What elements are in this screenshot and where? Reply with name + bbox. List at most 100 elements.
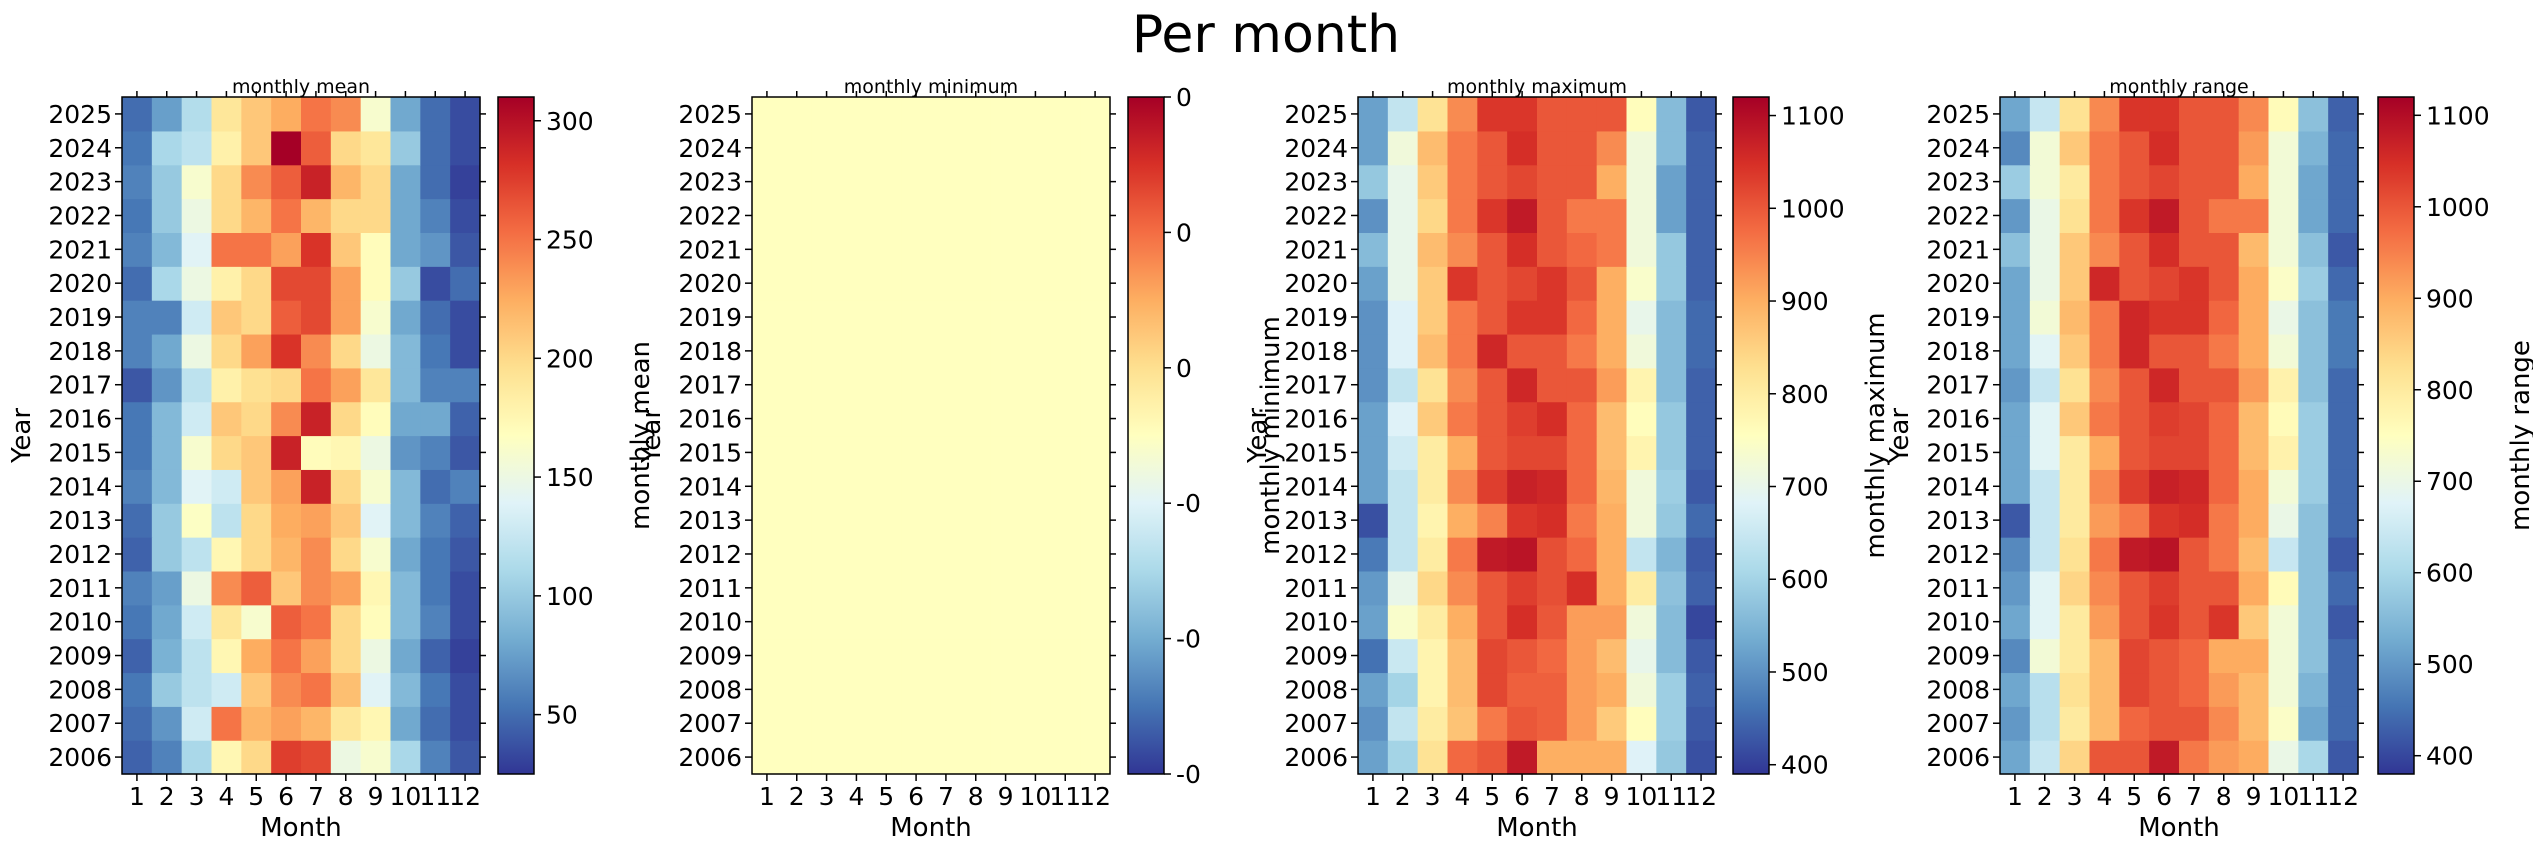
heatmap-cell <box>2328 198 2359 233</box>
heatmap-cell <box>2208 638 2240 674</box>
heatmap-cell <box>122 638 153 674</box>
colorbar-tick-label: 0 <box>1176 218 1192 247</box>
heatmap-cell <box>1656 672 1687 707</box>
heatmap-cell <box>390 706 421 741</box>
heatmap-cell <box>2179 503 2210 538</box>
heatmap-cell <box>1566 333 1598 369</box>
heatmap-cell <box>2000 706 2031 741</box>
heatmap-cell <box>811 198 843 233</box>
heatmap-cell <box>420 706 451 741</box>
heatmap-cell <box>2298 570 2329 606</box>
heatmap-cell <box>1477 740 1508 775</box>
heatmap-cell <box>2238 97 2270 132</box>
heatmap-cell <box>901 570 932 606</box>
heatmap-cell <box>2149 570 2180 606</box>
y-tick-label: 2022 <box>1284 201 1348 230</box>
heatmap-cell <box>2089 232 2120 267</box>
heatmap-cell <box>122 706 153 741</box>
colorbar-tick-label: 600 <box>2426 559 2474 588</box>
heatmap-cell <box>420 266 451 301</box>
y-tick-label: 2012 <box>1926 540 1990 569</box>
heatmap-cell <box>1387 435 1419 470</box>
heatmap-cell <box>960 333 992 369</box>
x-tick-label: 7 <box>938 782 954 811</box>
heatmap-cell <box>1626 367 1657 403</box>
heatmap-cell <box>2179 570 2210 606</box>
heatmap-cell <box>360 604 392 640</box>
heatmap-cell <box>2179 164 2210 200</box>
heatmap-frame <box>751 96 1111 775</box>
heatmap-cell <box>301 367 332 403</box>
heatmap-cell <box>181 503 213 538</box>
heatmap-cell <box>1507 198 1538 233</box>
heatmap-cell <box>1537 537 1568 572</box>
heatmap-cell <box>2208 503 2240 538</box>
y-tick-label: 2016 <box>678 405 742 434</box>
heatmap-cell <box>1050 367 1081 403</box>
heatmap-cell <box>1447 401 1478 437</box>
heatmap-cell <box>1596 570 1628 606</box>
heatmap-cell <box>2179 232 2210 267</box>
heatmap-cell <box>1020 97 1051 132</box>
heatmap-cell <box>2000 232 2031 267</box>
heatmap-cell <box>1417 232 1449 267</box>
heatmap-cell <box>1656 367 1687 403</box>
heatmap-cell <box>752 740 783 775</box>
x-tick-label: 6 <box>2156 782 2172 811</box>
heatmap-cell <box>360 570 392 606</box>
heatmap-cell <box>752 469 783 504</box>
heatmap-cell <box>2298 97 2329 132</box>
heatmap-cell <box>2089 638 2120 674</box>
heatmap-cell <box>2089 164 2120 200</box>
heatmap-cell <box>211 164 242 200</box>
heatmap-cell <box>450 198 481 233</box>
heatmap-cell <box>1358 367 1389 403</box>
y-tick-label: 2025 <box>678 100 742 129</box>
y-axis-label: Year <box>1243 408 1273 464</box>
x-tick-label: 11 <box>1049 782 1081 811</box>
heatmap-cell <box>1537 164 1568 200</box>
heatmap-cell <box>901 130 932 166</box>
x-tick-label: 8 <box>1574 782 1590 811</box>
y-tick-label: 2008 <box>678 675 742 704</box>
heatmap-cell <box>2149 266 2180 301</box>
heatmap-cell <box>1387 333 1419 369</box>
heatmap-cell <box>2238 266 2270 301</box>
heatmap-cell <box>1626 672 1657 707</box>
heatmap-cell <box>2268 570 2299 606</box>
heatmap-cell <box>960 435 992 470</box>
heatmap-cell <box>2000 435 2031 470</box>
heatmap-cell <box>1050 130 1081 166</box>
heatmap-cell <box>1566 435 1598 470</box>
heatmap-cell <box>1358 232 1389 267</box>
heatmap-cell <box>2029 97 2061 132</box>
heatmap-cell <box>931 469 962 504</box>
heatmap-cell <box>1626 638 1657 674</box>
heatmap-cell <box>420 97 451 132</box>
heatmap-cell <box>1477 266 1508 301</box>
heatmap-cell <box>2089 367 2120 403</box>
heatmap-cell <box>1656 198 1687 233</box>
heatmap-cell <box>2089 198 2120 233</box>
heatmap-cell <box>2268 672 2299 707</box>
colorbar-tick-label: 1000 <box>1781 194 1845 223</box>
heatmap-cell <box>1656 232 1687 267</box>
y-tick-label: 2023 <box>678 168 742 197</box>
heatmap-cell <box>811 333 843 369</box>
heatmap-cell <box>1596 97 1628 132</box>
heatmap-cell <box>1566 469 1598 504</box>
heatmap-cell <box>241 537 272 572</box>
heatmap-cell <box>1417 97 1449 132</box>
heatmap-cell <box>2238 570 2270 606</box>
heatmap-cell <box>2149 198 2180 233</box>
heatmap-cell <box>960 503 992 538</box>
heatmap-cell <box>781 164 813 200</box>
y-axis-label: Year <box>7 408 37 464</box>
heatmap-cell <box>990 570 1022 606</box>
heatmap-cell <box>931 537 962 572</box>
heatmap-cell <box>2059 130 2091 166</box>
heatmap-cell <box>271 672 302 707</box>
y-tick-label: 2013 <box>48 506 112 535</box>
